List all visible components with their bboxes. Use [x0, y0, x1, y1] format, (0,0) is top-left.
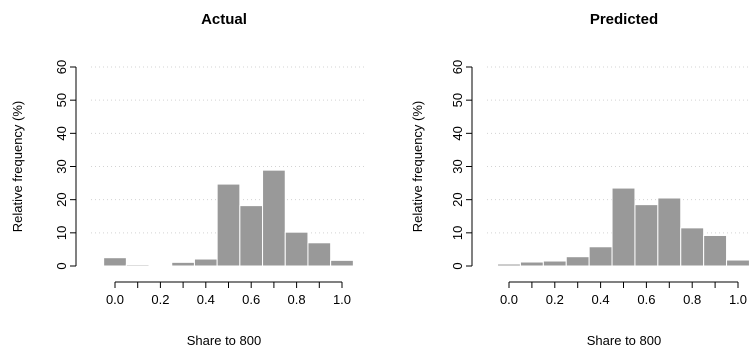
y-tick-label: 0 — [54, 262, 69, 269]
histogram-bar — [216, 183, 241, 267]
x-tick-label: 0.2 — [151, 292, 169, 307]
x-tick-label: 0.8 — [683, 292, 701, 307]
actual-histogram-panel: 0 10 20 30 40 50 60 0.0 0.2 0.4 0.6 0.8 1.0 Actual Sha… — [10, 11, 364, 348]
y-tick-label: 0 — [450, 262, 465, 269]
histogram-bar — [588, 246, 613, 267]
histogram-bar — [125, 264, 150, 267]
histogram-bar — [703, 234, 728, 267]
x-tick-label: 0.4 — [197, 292, 215, 307]
histogram-bar — [148, 264, 173, 267]
x-axis-label: Share to 800 — [187, 333, 261, 348]
histogram-bar — [330, 259, 354, 267]
histogram-bar — [611, 187, 636, 267]
y-axis-label: Relative frequency (%) — [10, 101, 25, 233]
chart-title: Actual — [201, 11, 247, 28]
histogram-bar — [657, 197, 682, 267]
x-tick-label: 0.8 — [288, 292, 306, 307]
y-tick-label: 60 — [54, 60, 69, 74]
histogram-bar — [680, 227, 705, 267]
y-tick-label: 40 — [450, 126, 465, 140]
y-tick-label: 60 — [450, 60, 465, 74]
x-tick-label: 1.0 — [729, 292, 747, 307]
y-tick-label: 40 — [54, 126, 69, 140]
x-tick-label: 0.0 — [106, 292, 124, 307]
histogram-bar — [565, 256, 590, 267]
x-tick-label: 0.2 — [546, 292, 564, 307]
y-tick-label: 20 — [450, 192, 465, 206]
x-axis-label: Share to 800 — [587, 333, 661, 348]
histogram-bar — [542, 260, 567, 267]
y-tick-label: 10 — [450, 226, 465, 240]
histogram-bar — [193, 258, 218, 267]
histogram-bar — [103, 257, 127, 267]
histogram-bar — [726, 259, 750, 267]
y-tick-label: 30 — [450, 159, 465, 173]
x-tick-label: 1.0 — [333, 292, 351, 307]
predicted-histogram-panel: 0 10 20 30 40 50 60 0.0 0.2 0.4 0.6 0.8 1.0 Predicted… — [410, 11, 750, 348]
histogram-bar — [497, 263, 521, 267]
histogram-bar — [307, 242, 332, 267]
y-tick-label: 50 — [54, 93, 69, 107]
x-tick-label: 0.0 — [500, 292, 518, 307]
histogram-bar — [519, 261, 544, 267]
histogram-bar — [171, 261, 195, 267]
histogram-bar — [262, 169, 286, 267]
y-tick-label: 50 — [450, 93, 465, 107]
histogram-bar — [284, 231, 309, 267]
histogram-bar — [239, 205, 264, 267]
x-tick-label: 0.4 — [592, 292, 610, 307]
y-axis-label: Relative frequency (%) — [410, 101, 425, 233]
x-tick-label: 0.6 — [637, 292, 655, 307]
histogram-bar — [634, 204, 659, 267]
y-tick-label: 30 — [54, 159, 69, 173]
y-tick-label: 20 — [54, 192, 69, 206]
y-tick-label: 10 — [54, 226, 69, 240]
chart-title: Predicted — [590, 11, 658, 28]
x-tick-label: 0.6 — [242, 292, 260, 307]
